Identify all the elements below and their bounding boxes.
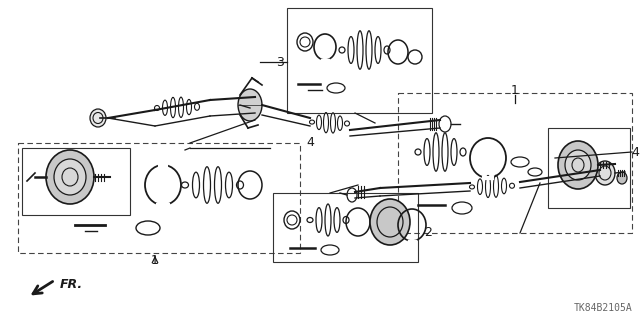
Ellipse shape [90, 109, 106, 127]
Bar [22, 148, 130, 215]
Text: 4: 4 [631, 146, 639, 158]
Ellipse shape [238, 89, 262, 121]
Bar [548, 128, 630, 208]
Ellipse shape [595, 161, 615, 185]
Bar [273, 193, 418, 262]
Text: 2: 2 [424, 226, 432, 238]
Text: 3: 3 [276, 55, 284, 68]
Ellipse shape [54, 159, 86, 195]
Ellipse shape [617, 172, 627, 184]
Text: 1: 1 [511, 84, 519, 97]
Text: 1: 1 [151, 253, 159, 267]
Ellipse shape [565, 150, 591, 180]
Bar [18, 143, 300, 253]
Ellipse shape [558, 141, 598, 189]
Text: TK84B2105A: TK84B2105A [573, 303, 632, 313]
Ellipse shape [370, 199, 410, 245]
Ellipse shape [46, 150, 94, 204]
Text: FR.: FR. [60, 277, 83, 291]
Bar [287, 8, 432, 113]
Bar [398, 93, 632, 233]
Text: 4: 4 [306, 135, 314, 148]
